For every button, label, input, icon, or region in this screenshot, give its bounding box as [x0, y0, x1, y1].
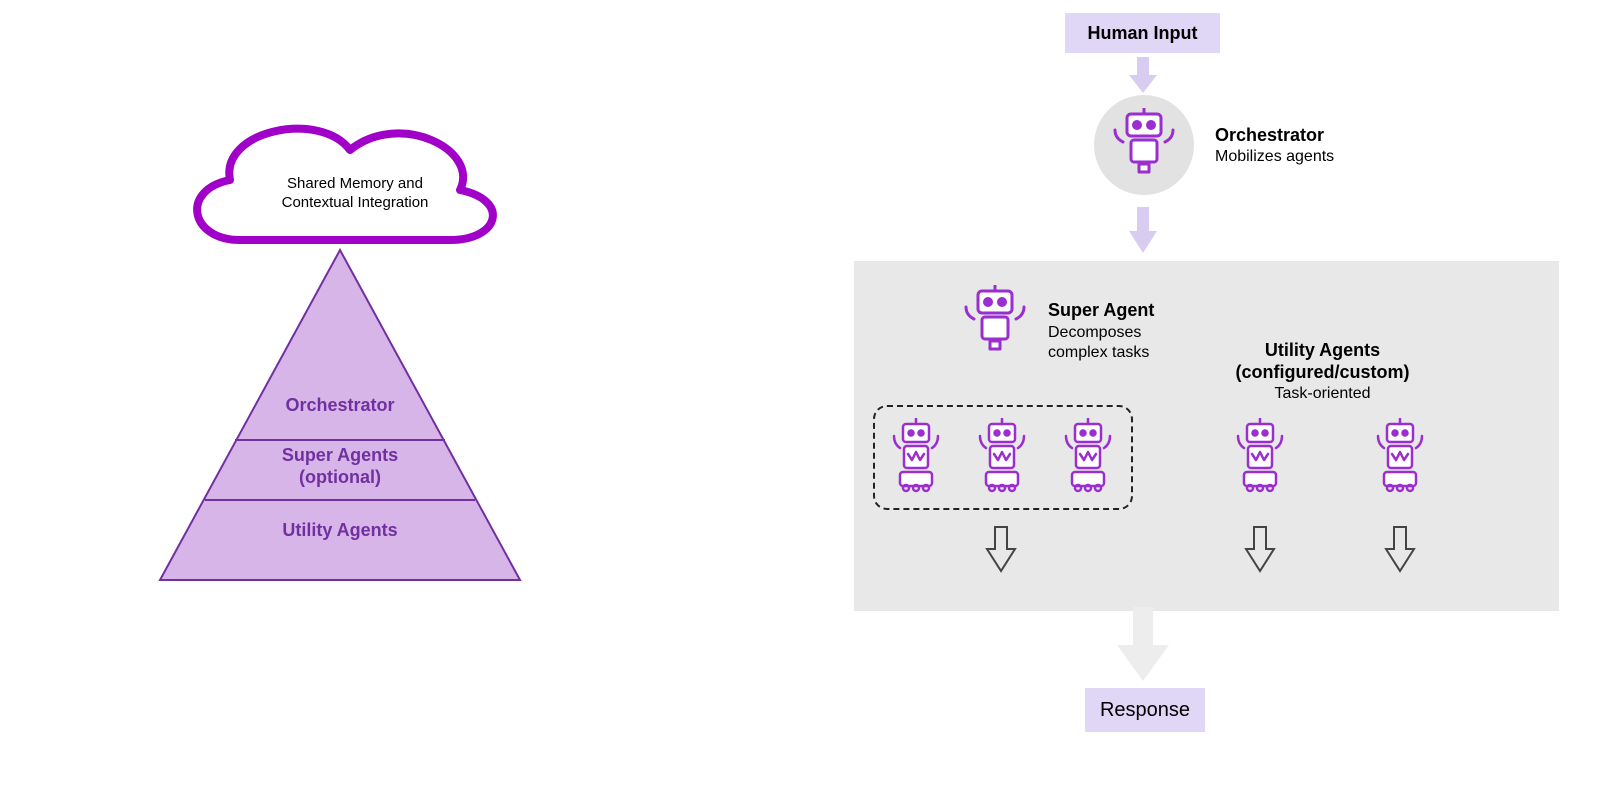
child-robot-3-icon [1058, 418, 1118, 498]
out-arrow-2 [1242, 525, 1278, 575]
utility-robot-1-icon [1230, 418, 1290, 498]
human-input-badge: Human Input [1065, 13, 1220, 53]
utility-agents-subtitle: Task-oriented [1215, 385, 1430, 403]
response-text: Response [1100, 699, 1190, 721]
child-robot-1-icon [886, 418, 946, 498]
response-badge: Response [1085, 688, 1205, 732]
out-arrow-3 [1382, 525, 1418, 575]
cloud-label: Shared Memory and Contextual Integration [275, 175, 435, 213]
orchestrator-robot-icon [1109, 108, 1179, 182]
orchestrator-title: Orchestrator [1215, 125, 1324, 146]
pyramid-tier-orchestrator: Orchestrator [255, 395, 425, 416]
pyramid-tier-super-agents: Super Agents (optional) [240, 445, 440, 488]
utility-agents-title: Utility Agents (configured/custom) [1215, 340, 1430, 383]
super-agent-title: Super Agent [1048, 300, 1154, 321]
arrow-human-to-orch [1123, 55, 1163, 95]
super-agent-subtitle: Decomposes complex tasks [1048, 323, 1188, 363]
child-robot-2-icon [972, 418, 1032, 498]
utility-robot-2-icon [1370, 418, 1430, 498]
arrow-orch-to-panel [1123, 205, 1163, 255]
human-input-text: Human Input [1088, 23, 1198, 43]
arrow-panel-to-response [1113, 605, 1173, 685]
super-agent-robot-icon [960, 285, 1030, 359]
left-diagram-svg [100, 70, 580, 630]
orchestrator-subtitle: Mobilizes agents [1215, 148, 1334, 166]
pyramid-tier-utility-agents: Utility Agents [240, 520, 440, 541]
out-arrow-1 [983, 525, 1019, 575]
